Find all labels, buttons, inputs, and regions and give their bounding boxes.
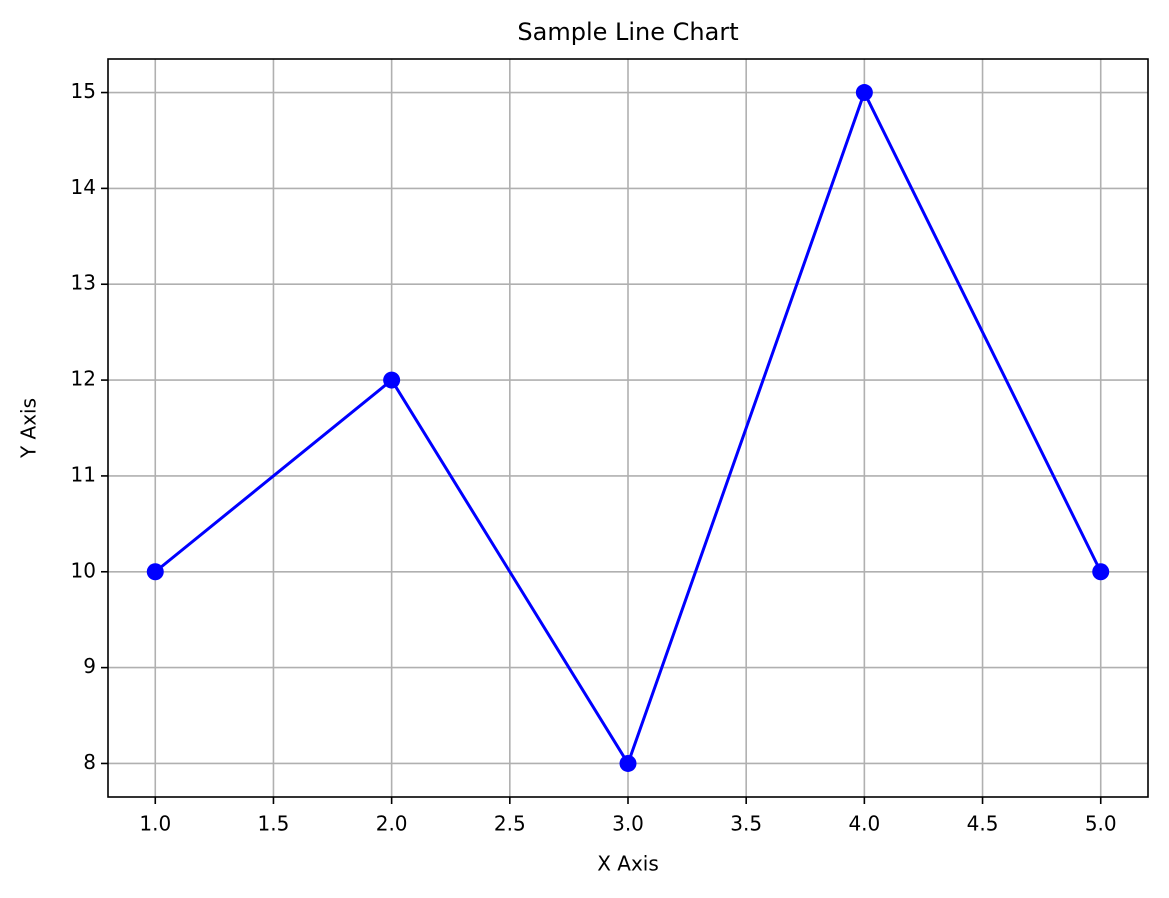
x-tick-label: 1.0 <box>139 812 171 836</box>
y-tick-label: 10 <box>71 558 96 582</box>
y-tick-label: 11 <box>71 462 96 486</box>
y-tick-label: 12 <box>71 367 96 391</box>
x-tick-label: 3.0 <box>612 812 644 836</box>
y-tick-label: 15 <box>71 79 96 103</box>
x-tick-label: 5.0 <box>1085 812 1117 836</box>
x-axis-label: X Axis <box>597 852 659 876</box>
marker <box>146 563 164 581</box>
marker <box>383 371 401 389</box>
y-axis-label: Y Axis <box>17 398 41 459</box>
chart-title: Sample Line Chart <box>517 18 738 46</box>
y-tick-label: 13 <box>71 271 96 295</box>
y-tick-label: 14 <box>71 175 96 199</box>
marker <box>619 754 637 772</box>
marker <box>1092 563 1110 581</box>
x-tick-label: 2.0 <box>376 812 408 836</box>
x-tick-label: 4.0 <box>848 812 880 836</box>
x-tick-label: 2.5 <box>494 812 526 836</box>
x-tick-label: 1.5 <box>258 812 290 836</box>
x-tick-label: 4.5 <box>967 812 999 836</box>
plot-frame <box>107 58 1149 798</box>
marker <box>855 84 873 102</box>
x-tick-label: 3.5 <box>730 812 762 836</box>
y-tick-label: 9 <box>83 654 96 678</box>
y-tick-label: 8 <box>83 750 96 774</box>
